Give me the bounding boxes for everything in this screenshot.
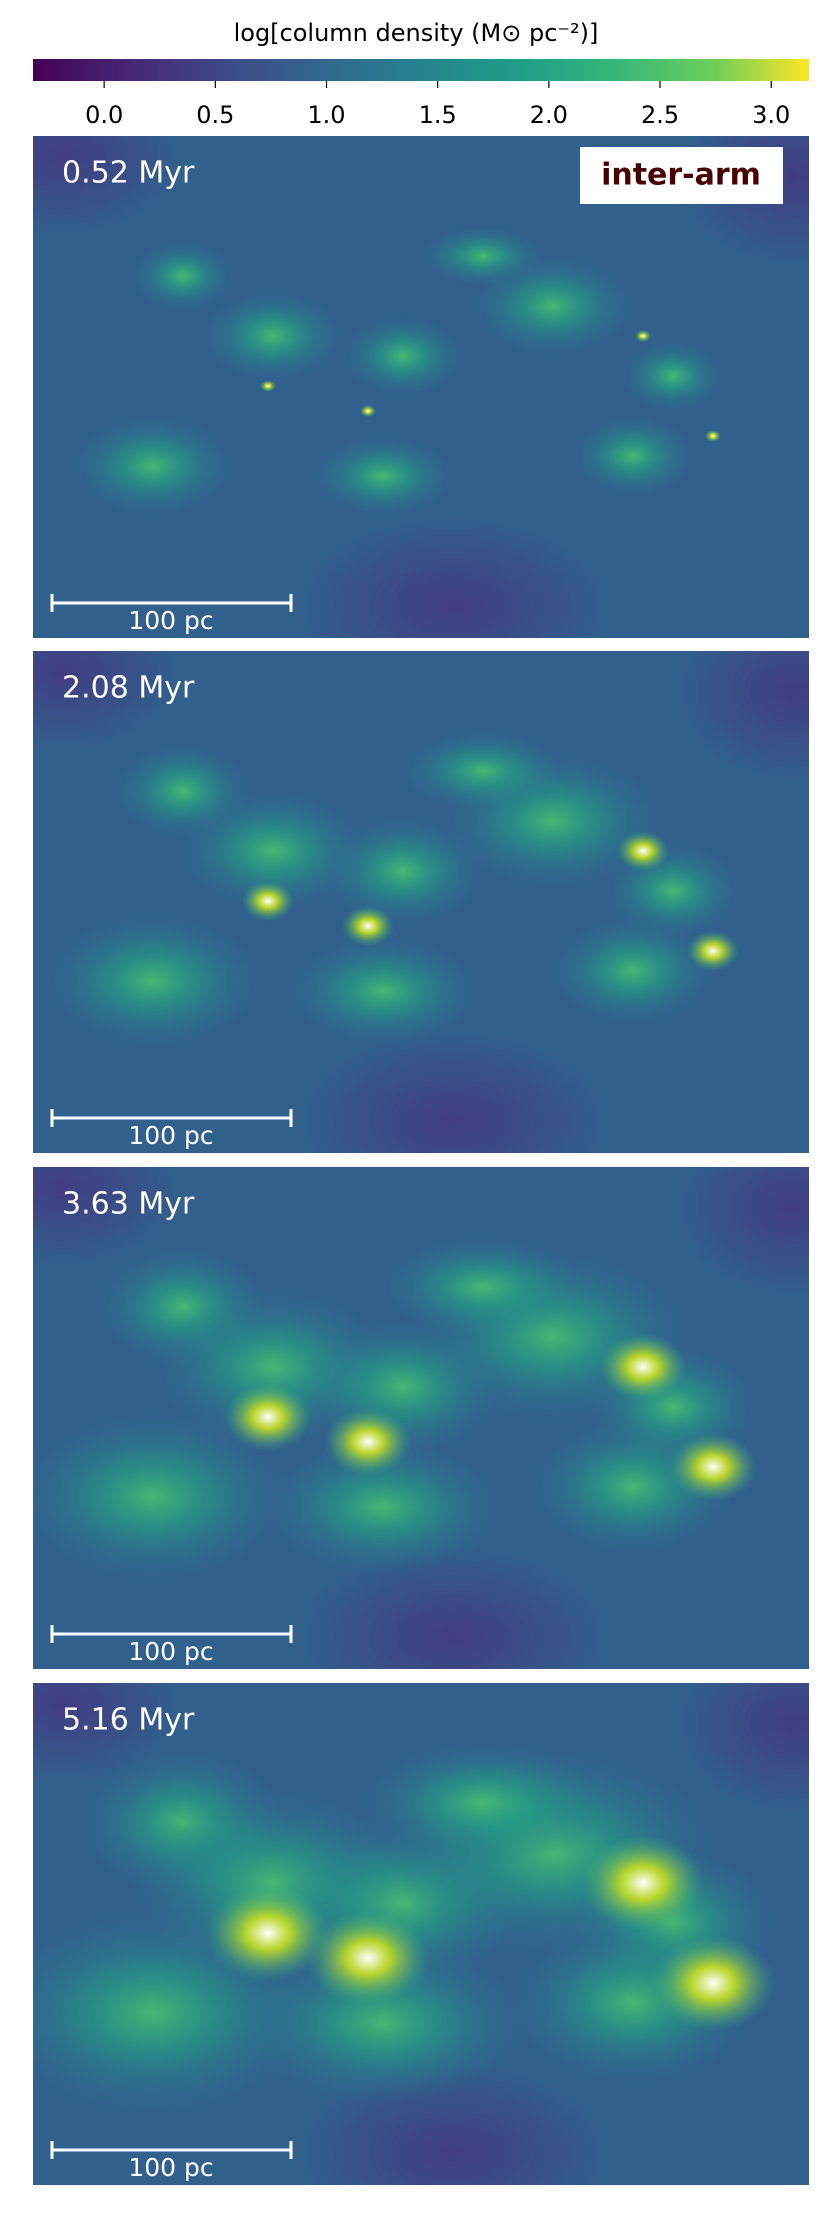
dense-core xyxy=(306,1910,430,2006)
gas-structure xyxy=(623,341,723,411)
gas-structure xyxy=(423,226,543,286)
dense-core xyxy=(617,831,669,871)
scale-bar-label: 100 pc xyxy=(128,1637,213,1666)
panel-label: 2.08 Myr xyxy=(62,671,195,706)
gas-structure xyxy=(239,1941,527,2105)
colorbar-tick-label: 1.0 xyxy=(307,101,345,129)
gas-structure xyxy=(73,416,233,516)
dense-core xyxy=(651,1935,775,2031)
gas-structure xyxy=(288,937,478,1045)
scale-bar-label: 100 pc xyxy=(128,606,213,635)
annotation: inter-arm xyxy=(601,158,761,193)
gas-structure xyxy=(381,1236,585,1338)
dark-region xyxy=(673,1683,809,1813)
dense-core xyxy=(260,380,276,392)
gas-structure xyxy=(178,790,368,912)
dense-core xyxy=(635,330,651,342)
dense-core xyxy=(599,1333,687,1401)
annotation-box xyxy=(580,147,783,204)
dense-core xyxy=(342,906,394,946)
dense-core xyxy=(687,931,739,971)
panel xyxy=(33,1167,809,1669)
gas-structure xyxy=(45,913,261,1049)
dense-core xyxy=(242,881,294,921)
gas-structure xyxy=(573,416,693,496)
scale-bar-label: 100 pc xyxy=(128,2153,213,2182)
dark-region xyxy=(293,516,613,638)
dense-core xyxy=(206,1885,330,1981)
dense-core xyxy=(224,1383,312,1451)
scale-bar-label: 100 pc xyxy=(128,1121,213,1150)
colorbar xyxy=(33,59,809,81)
colorbar-tick-label: 1.5 xyxy=(419,101,457,129)
dense-core xyxy=(324,1408,412,1476)
colorbar-tick-label: 0.5 xyxy=(196,101,234,129)
colorbar-tick-label: 2.5 xyxy=(641,101,679,129)
dark-region xyxy=(293,1031,613,1153)
dark-region xyxy=(673,1167,809,1297)
gas-structure xyxy=(343,316,463,396)
colorbar-tick-label: 0.0 xyxy=(85,101,123,129)
colorbar-tick-label: 2.0 xyxy=(530,101,568,129)
dark-region xyxy=(293,1547,613,1669)
panel xyxy=(33,651,809,1153)
dense-core xyxy=(705,430,721,442)
dark-region xyxy=(673,651,809,781)
gas-structure xyxy=(552,917,714,1025)
dark-region xyxy=(33,1167,183,1267)
panel-label: 0.52 Myr xyxy=(62,156,195,191)
gas-structure xyxy=(313,436,453,516)
dense-core xyxy=(669,1433,757,1501)
gas-structure xyxy=(33,1412,289,1582)
dense-core xyxy=(581,1835,705,1931)
panel xyxy=(33,1683,809,2185)
dark-region xyxy=(33,651,183,751)
gas-structure xyxy=(264,1439,502,1575)
panels: 0.52 Myr 100 pc 2.08 Myr 100 pc 3.63 Myr 100 … xyxy=(33,136,809,2185)
colorbar-tick-label: 3.0 xyxy=(752,101,790,129)
dark-region xyxy=(33,136,183,236)
gas-structure xyxy=(133,241,233,311)
panel-label: 3.63 Myr xyxy=(62,1187,195,1222)
gas-structure xyxy=(203,291,343,381)
dense-core xyxy=(360,405,376,417)
gas-structure xyxy=(360,1741,606,1865)
gas-structure xyxy=(402,730,564,812)
colorbar-label: log[column density (M⊙ pc⁻²)] xyxy=(234,19,599,47)
gas-structure xyxy=(322,817,484,925)
panel-label: 5.16 Myr xyxy=(62,1703,195,1738)
panel xyxy=(33,136,809,638)
